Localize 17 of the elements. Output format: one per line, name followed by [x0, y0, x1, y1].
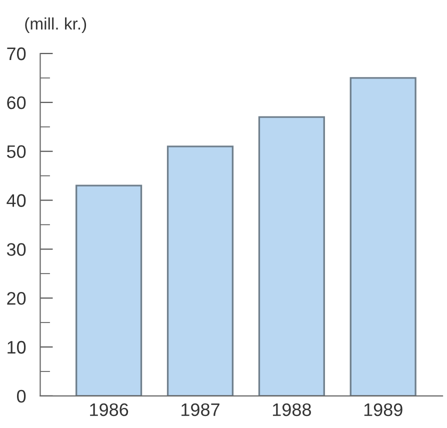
y-tick-label: 30	[6, 243, 26, 256]
y-tick-label: 50	[6, 145, 26, 158]
y-tick-label: 20	[7, 292, 26, 305]
y-tick-label: 0	[17, 390, 26, 403]
y-tick-label: 10	[8, 340, 26, 354]
bar	[166, 146, 234, 396]
x-tick-label: 1988	[272, 403, 311, 416]
y-tick-label: 60	[7, 96, 26, 110]
y-tick-label: 70	[7, 47, 26, 60]
x-tick-label: 1986	[90, 403, 128, 416]
x-tick-label: 1987	[182, 403, 220, 416]
y-tick-label: 40	[6, 194, 26, 207]
bar	[258, 116, 325, 396]
bar	[350, 77, 416, 396]
y-axis-title: (mill. kr.)	[25, 17, 86, 33]
bar	[76, 184, 142, 396]
x-tick-label: 1989	[364, 403, 402, 416]
